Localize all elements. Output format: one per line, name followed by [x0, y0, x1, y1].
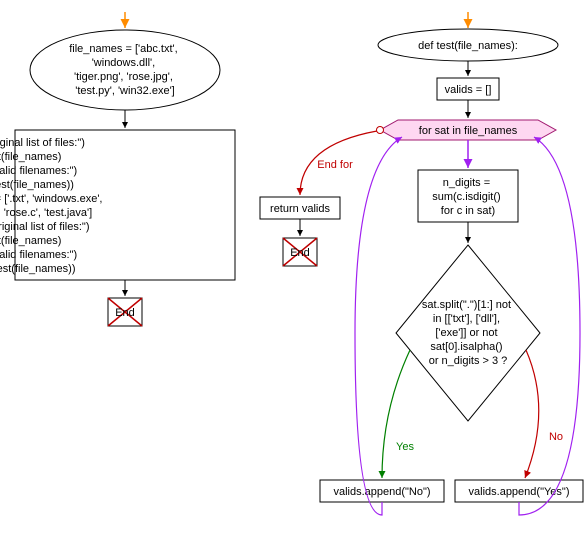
- node-left-ellipse: [30, 30, 220, 110]
- edge-yes: [382, 350, 410, 478]
- label-yes: Yes: [396, 441, 414, 453]
- valids-rect-text: valids = []: [445, 84, 492, 96]
- loop-hex-text: for sat in file_names: [419, 125, 518, 137]
- label-end-for: End for: [317, 159, 353, 171]
- edge-no: [525, 350, 539, 478]
- return-rect-text: return valids: [270, 203, 330, 215]
- label-no: No: [549, 431, 563, 443]
- ndigits-rect-text: n_digits = sum(c.isdigit() for c in sat): [432, 177, 504, 217]
- loop-exit-marker: [377, 127, 384, 134]
- end-left-label: End: [115, 307, 135, 319]
- flowchart-canvas: file_names = ['abc.txt', 'windows.dll', …: [0, 0, 586, 534]
- def-ellipse-text: def test(file_names):: [418, 40, 518, 52]
- append-no-text: valids.append("No"): [333, 486, 430, 498]
- cond-diamond-text: sat.split(".")[1:] not in [['txt'], ['dl…: [422, 299, 514, 367]
- edge-loopback-left: [355, 137, 402, 515]
- end-right-label: End: [290, 247, 310, 259]
